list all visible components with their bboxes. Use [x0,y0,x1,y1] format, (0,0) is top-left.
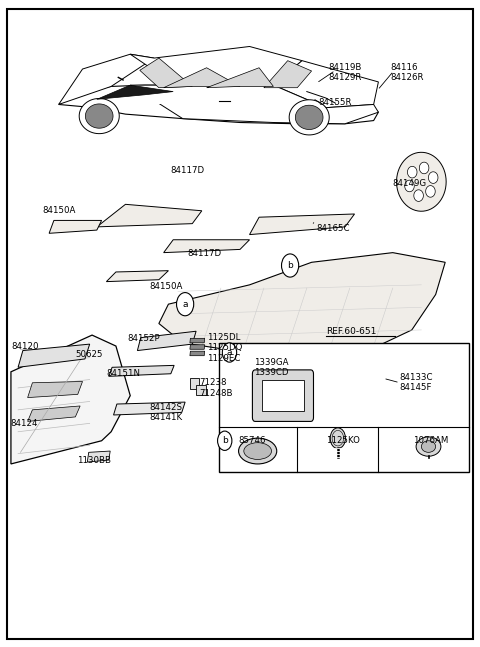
Polygon shape [206,68,274,88]
Text: 84151N: 84151N [107,369,140,378]
Polygon shape [250,214,355,235]
Text: 1076AM: 1076AM [413,436,449,445]
Polygon shape [79,98,119,134]
Text: b: b [222,436,228,445]
Text: 84150A: 84150A [42,206,75,215]
Text: 84133C
84145F: 84133C 84145F [400,373,433,393]
Polygon shape [97,204,202,227]
Polygon shape [426,186,435,197]
Circle shape [281,254,299,277]
FancyBboxPatch shape [190,378,199,389]
Polygon shape [241,364,249,373]
Polygon shape [49,221,102,234]
Polygon shape [137,331,196,351]
FancyBboxPatch shape [218,343,469,472]
FancyBboxPatch shape [262,380,304,411]
Polygon shape [164,240,250,252]
Text: 50625: 50625 [75,350,103,359]
Circle shape [222,343,237,362]
Polygon shape [107,270,168,281]
Text: 85746: 85746 [238,436,266,445]
Polygon shape [130,47,302,90]
Polygon shape [242,358,250,367]
Text: 1125KO: 1125KO [325,436,360,445]
FancyBboxPatch shape [196,385,205,395]
Polygon shape [97,85,173,99]
Polygon shape [28,406,80,421]
Polygon shape [130,88,274,104]
Ellipse shape [239,438,277,464]
Polygon shape [59,54,154,104]
Text: 84149G: 84149G [393,179,427,188]
Polygon shape [295,105,323,129]
Polygon shape [274,61,378,107]
Text: 84155R: 84155R [319,98,352,107]
Polygon shape [289,100,329,135]
Polygon shape [164,68,240,88]
Text: 84165C: 84165C [316,224,350,233]
Text: 84152P: 84152P [128,334,160,344]
Text: 84124: 84124 [10,419,37,428]
Text: b: b [287,261,293,270]
Polygon shape [408,166,417,178]
Polygon shape [190,351,204,356]
Text: 84142S
84141K: 84142S 84141K [149,402,182,422]
Polygon shape [429,172,438,183]
Polygon shape [295,94,333,104]
Polygon shape [18,344,90,367]
Polygon shape [114,402,185,415]
Polygon shape [159,252,445,359]
Text: 84117D: 84117D [171,166,205,175]
Circle shape [330,428,346,448]
Polygon shape [396,152,446,211]
Polygon shape [85,104,113,128]
Polygon shape [420,162,429,174]
FancyBboxPatch shape [252,370,313,421]
Text: REF.60-651: REF.60-651 [326,327,376,336]
Text: a: a [182,300,188,309]
Circle shape [177,292,194,316]
Polygon shape [87,451,110,462]
Text: 84117D: 84117D [188,250,222,258]
Polygon shape [109,366,174,377]
Text: 1339GA
1339CD: 1339GA 1339CD [254,358,289,377]
Text: a: a [227,348,232,357]
Ellipse shape [416,437,441,456]
Polygon shape [414,190,423,201]
Polygon shape [11,335,130,464]
Polygon shape [59,85,378,124]
Polygon shape [28,382,83,398]
Text: 84119B
84129R: 84119B 84129R [328,63,361,82]
Polygon shape [190,338,204,343]
Text: 84116
84126R: 84116 84126R [390,63,424,82]
Text: 84150A: 84150A [149,281,183,291]
Polygon shape [130,85,378,124]
Text: 71238
71248B: 71238 71248B [199,378,233,398]
Text: 84120: 84120 [11,342,38,351]
Text: 1125DL
1125DQ
1129EC: 1125DL 1125DQ 1129EC [206,333,242,363]
Ellipse shape [244,443,272,459]
Ellipse shape [421,441,436,452]
Circle shape [217,431,232,450]
Polygon shape [264,61,312,88]
Polygon shape [190,345,204,349]
Text: 1130BB: 1130BB [77,455,111,465]
Polygon shape [140,58,192,88]
Polygon shape [405,180,414,192]
